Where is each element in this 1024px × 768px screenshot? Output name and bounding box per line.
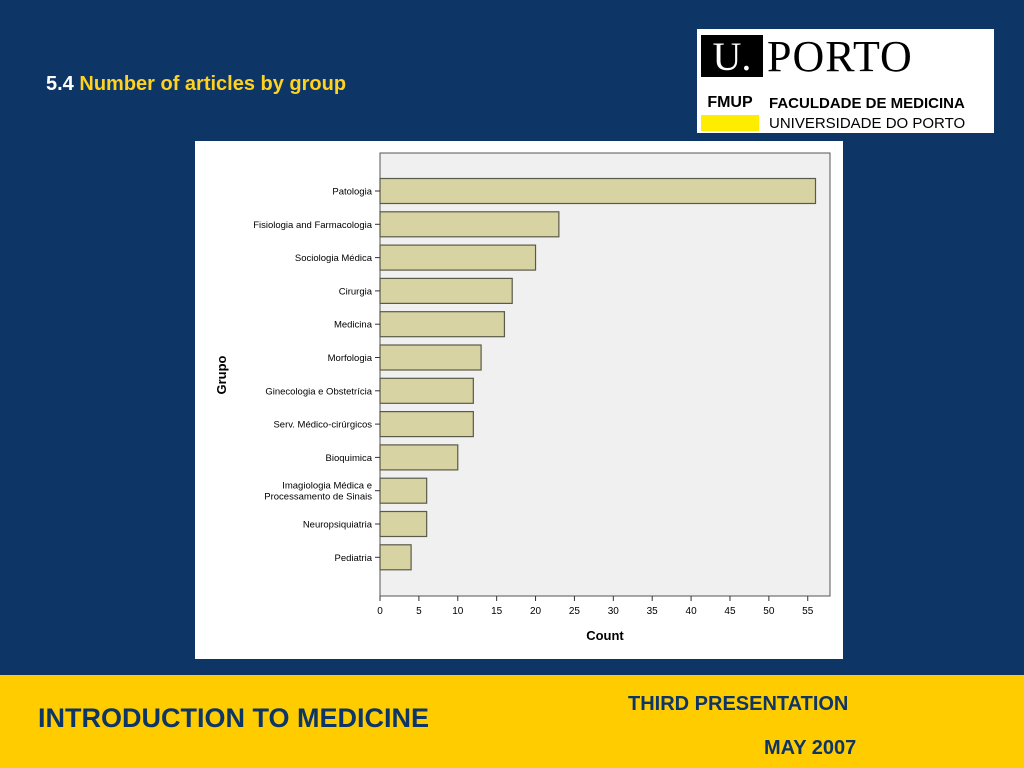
y-tick-label-9: Bioquimica [326, 453, 373, 464]
footer-course-title: INTRODUCTION TO MEDICINE [38, 703, 429, 733]
x-tick-label-1: 0 [377, 606, 383, 617]
y-axis-title: Grupo [214, 355, 229, 394]
x-tick-label-4: 15 [491, 606, 503, 617]
x-tick-label-12: 55 [802, 606, 814, 617]
bar-6 [379, 344, 482, 371]
y-tick-label-6: Morfologia [328, 353, 373, 364]
logo-u-mark: U. [701, 35, 763, 79]
logo-university-text: UNIVERSIDADE DO PORTO [769, 115, 966, 132]
x-tick-label-3: 10 [452, 606, 464, 617]
logo-fmup-text: FMUP [707, 94, 753, 111]
y-tick-label-8: Serv. Médico-cirúrgicos [273, 420, 372, 431]
slide-title: 5.4 Number of articles by group [46, 72, 346, 96]
x-tick-label-7: 30 [608, 606, 620, 617]
x-tick-label-11: 50 [763, 606, 775, 617]
uporto-logo: U. PORTO FMUP FACULDADE DE MEDICINA UNIV… [697, 29, 994, 133]
x-axis-ticks: 0 5 10 15 20 25 30 35 40 45 50 55 [377, 596, 814, 617]
footer-presentation-label: THIRD PRESENTATION [628, 693, 849, 715]
x-axis-title: Count [586, 628, 624, 643]
y-tick-label-4: Cirurgia [339, 286, 373, 297]
bars-group [379, 177, 817, 571]
y-tick-label-3: Sociologia Médica [295, 253, 373, 264]
bar-12 [379, 544, 412, 571]
x-tick-label-9: 40 [686, 606, 698, 617]
slide-title-text: Number of articles by group [79, 73, 347, 95]
slide-number: 5.4 [46, 73, 74, 95]
y-tick-label-2: Fisiologia and Farmacologia [253, 220, 373, 231]
y-axis-ticks: Patologia Fisiologia and Farmacologia Soci… [253, 187, 380, 564]
bar-chart: Patologia Fisiologia and Farmacologia Soci… [214, 152, 831, 643]
bar-3 [379, 244, 537, 271]
bar-9 [379, 444, 459, 471]
x-tick-label-10: 45 [724, 606, 736, 617]
bar-10 [379, 477, 428, 504]
x-tick-label-6: 25 [569, 606, 581, 617]
footer-date: MAY 2007 [764, 737, 857, 759]
y-tick-label-1: Patologia [332, 187, 372, 198]
x-tick-label-5: 20 [530, 606, 542, 617]
x-tick-label-2: 5 [416, 606, 422, 617]
footer-bar: INTRODUCTION TO MEDICINE THIRD PRESENTAT… [0, 673, 1024, 768]
bar-2 [379, 211, 560, 238]
bar-11 [379, 510, 428, 538]
y-tick-label-7: Ginecologia e Obstetrícia [265, 386, 372, 397]
bar-5 [379, 311, 506, 338]
bar-4 [379, 277, 513, 304]
bar-1 [379, 177, 817, 205]
y-tick-label-12: Pediatria [335, 553, 373, 564]
logo-porto-text: PORTO [767, 32, 913, 81]
y-tick-label-10: Imagiologia Médica e Processamento de Sin… [264, 481, 372, 503]
logo-faculty-text: FACULDADE DE MEDICINA [769, 95, 965, 112]
logo-yellow-bar [701, 115, 759, 131]
x-tick-label-8: 35 [647, 606, 659, 617]
y-tick-label-11: Neuropsiquiatria [303, 520, 373, 531]
bar-8 [379, 411, 474, 438]
chart-panel: Patologia Fisiologia and Farmacologia Soci… [195, 141, 843, 659]
y-tick-label-5: Medicina [334, 320, 373, 331]
bar-7 [379, 377, 474, 404]
